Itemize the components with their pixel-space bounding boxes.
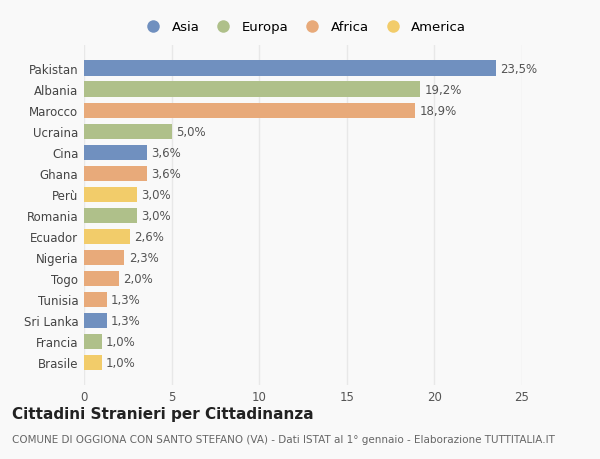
- Bar: [84, 355, 101, 370]
- Bar: [84, 103, 415, 118]
- Text: 1,3%: 1,3%: [111, 314, 141, 327]
- Bar: [84, 208, 137, 223]
- Text: 3,0%: 3,0%: [141, 188, 170, 201]
- Text: 19,2%: 19,2%: [425, 84, 462, 96]
- Text: 23,5%: 23,5%: [500, 62, 537, 75]
- Legend: Asia, Europa, Africa, America: Asia, Europa, Africa, America: [137, 18, 469, 37]
- Bar: [84, 229, 130, 244]
- Text: 5,0%: 5,0%: [176, 125, 206, 138]
- Bar: [84, 334, 101, 349]
- Bar: [84, 166, 147, 181]
- Text: 18,9%: 18,9%: [419, 104, 457, 118]
- Bar: [84, 82, 421, 97]
- Text: 1,0%: 1,0%: [106, 356, 136, 369]
- Bar: [84, 292, 107, 307]
- Text: 2,3%: 2,3%: [128, 251, 158, 264]
- Text: 3,6%: 3,6%: [151, 146, 181, 159]
- Text: 2,0%: 2,0%: [124, 272, 153, 285]
- Bar: [84, 124, 172, 140]
- Bar: [84, 145, 147, 160]
- Text: 2,6%: 2,6%: [134, 230, 164, 243]
- Text: 1,3%: 1,3%: [111, 293, 141, 306]
- Bar: [84, 187, 137, 202]
- Bar: [84, 313, 107, 328]
- Bar: [84, 250, 124, 265]
- Text: 1,0%: 1,0%: [106, 335, 136, 348]
- Bar: [84, 62, 496, 77]
- Text: 3,6%: 3,6%: [151, 167, 181, 180]
- Text: COMUNE DI OGGIONA CON SANTO STEFANO (VA) - Dati ISTAT al 1° gennaio - Elaborazio: COMUNE DI OGGIONA CON SANTO STEFANO (VA)…: [12, 434, 555, 444]
- Text: 3,0%: 3,0%: [141, 209, 170, 222]
- Bar: [84, 271, 119, 286]
- Text: Cittadini Stranieri per Cittadinanza: Cittadini Stranieri per Cittadinanza: [12, 406, 314, 421]
